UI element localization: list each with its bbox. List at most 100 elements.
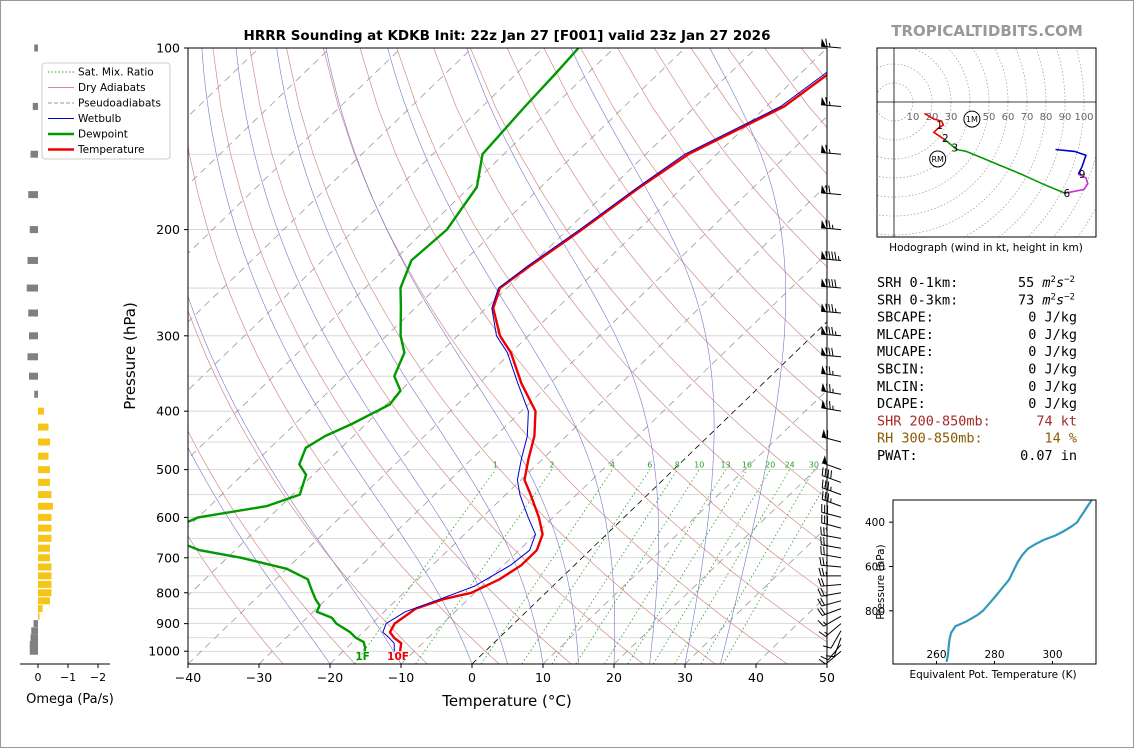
omega-bar <box>38 407 44 415</box>
mixing-ratio-label: 1 <box>493 461 498 470</box>
wind-barb <box>821 347 842 358</box>
dry-adiabat <box>322 48 788 664</box>
storm-motion-marker <box>929 150 947 168</box>
skewt-panel: 1 2 4 6 8 10 13 16 20 24 30 36 −40 −30 −20 −10 0 10 20 30 4… <box>41 28 842 710</box>
index-value: 0 J/kg <box>1028 396 1077 412</box>
moist-adiabat <box>325 48 579 664</box>
mixing-ratio-label: 30 <box>809 461 819 470</box>
wind-barb <box>821 303 842 314</box>
hodograph-segment <box>1055 148 1087 175</box>
site-brand: TROPICALTIDBITS.COM <box>891 22 1083 40</box>
dry-adiabat <box>188 143 500 664</box>
omega-axis: 0 −1 −2 <box>20 663 110 684</box>
omega-tick-label: 0 <box>35 671 42 684</box>
theta-e-y-tick-label: 400 <box>865 517 885 529</box>
omega-bar <box>34 390 38 398</box>
surface-dewpoint-label: 1F <box>355 651 369 663</box>
hodograph-ring-label: 10 <box>907 112 920 123</box>
theta-e-y-label: Pressure (hPa) <box>875 544 887 619</box>
isotherm <box>188 48 827 664</box>
wind-barb <box>817 597 842 607</box>
hodograph-height-label: 1 <box>936 120 943 132</box>
isotherm <box>613 458 827 664</box>
moist-adiabat <box>188 295 402 664</box>
dry-adiabat <box>396 48 827 595</box>
omega-bar <box>38 572 52 580</box>
moist-adiabat <box>570 48 715 664</box>
dry-adiabat <box>188 535 284 664</box>
hodograph-height-label: 6 <box>1064 188 1071 200</box>
indices-table: SRH 0-1km: 55 m2s−2 SRH 0-3km: 73 m2s−2 SBCA… <box>877 275 1077 464</box>
mixing-ratio-line <box>652 469 771 664</box>
mixing-ratio-line <box>674 469 791 664</box>
dry-adiabat <box>249 48 644 664</box>
dry-adiabat <box>543 48 827 406</box>
y-tick-label: 800 <box>156 585 180 600</box>
dry-adiabat <box>212 48 572 664</box>
wind-barb <box>821 503 842 518</box>
dry-adiabat <box>580 48 827 360</box>
omega-bar <box>38 524 52 532</box>
omega-bar <box>38 580 52 588</box>
wind-barb <box>821 399 842 412</box>
mixing-ratio-line <box>575 469 700 664</box>
wind-barb <box>817 577 842 587</box>
legend: Sat. Mix. Ratio Dry Adiabats Pseudoadiabat… <box>41 62 171 160</box>
index-label: SBCIN: <box>877 362 926 378</box>
omega-bar <box>38 491 52 499</box>
mixing-ratio-label: 8 <box>675 461 680 470</box>
wind-barb <box>817 615 842 627</box>
mixing-ratio-line <box>480 469 613 664</box>
omega-bar <box>30 634 38 642</box>
theta-e-axes: 260 280 300 400 600 800 <box>865 517 1063 664</box>
index-value: 0.07 in <box>1020 448 1077 464</box>
hodograph-height-label: 9 <box>1079 169 1086 181</box>
hodograph-ring-label: 80 <box>1040 112 1053 123</box>
omega-bar <box>26 284 38 292</box>
x-tick-label: 30 <box>677 670 693 685</box>
mixing-ratio-label: 20 <box>765 461 775 470</box>
hodograph-ring-label: 50 <box>983 112 996 123</box>
theta-e-trace <box>945 499 1093 663</box>
index-label: SRH 0-3km: <box>877 292 958 308</box>
wind-barb <box>817 587 842 597</box>
series-dewpoint <box>188 48 580 652</box>
surface-temperature-label: 10F <box>387 651 409 663</box>
theta-e-y-tick-label: 800 <box>865 606 885 618</box>
index-value: 14 % <box>1044 431 1077 447</box>
index-value: 0 J/kg <box>1028 327 1077 343</box>
hodograph-height-label: 3 <box>951 143 958 155</box>
wind-barb <box>821 429 842 443</box>
legend-label: Dewpoint <box>78 129 128 141</box>
theta-e-frame <box>892 499 1097 665</box>
skewt-axes: −40 −30 −20 −10 0 10 20 30 40 50 100 200 300 400 500 60… <box>148 41 835 686</box>
mixing-ratio-label: 13 <box>721 461 731 470</box>
index-label: MLCIN: <box>877 379 926 395</box>
skewt-background-lines: 1 2 4 6 8 10 13 16 20 24 30 36 <box>188 48 827 664</box>
moist-adiabat <box>387 48 615 664</box>
y-tick-label: 300 <box>156 328 180 343</box>
mixing-ratio-line <box>627 469 748 664</box>
mixing-ratio-line <box>521 469 651 664</box>
wind-barb <box>821 184 842 196</box>
mixing-ratio-label: 10 <box>694 461 704 470</box>
x-tick-label: 40 <box>748 670 764 685</box>
index-value: 0 J/kg <box>1028 362 1077 378</box>
omega-bar <box>38 423 49 431</box>
hodograph-segment <box>944 139 1066 194</box>
storm-motion-label: RM <box>931 155 944 164</box>
legend-label: Wetbulb <box>78 113 122 125</box>
mixing-ratio-label: 6 <box>647 461 652 470</box>
wind-barb <box>821 326 842 337</box>
index-label: DCAPE: <box>877 396 926 412</box>
omega-bar <box>38 554 50 562</box>
omega-bar <box>38 513 52 521</box>
storm-motion-marker <box>963 110 981 128</box>
index-label: PWAT: <box>877 448 918 464</box>
dry-adiabat <box>470 48 827 499</box>
omega-bar <box>38 605 43 613</box>
x-tick-label: 10 <box>535 670 551 685</box>
wind-barb <box>818 650 842 665</box>
theta-e-x-tick-label: 300 <box>1042 649 1062 661</box>
